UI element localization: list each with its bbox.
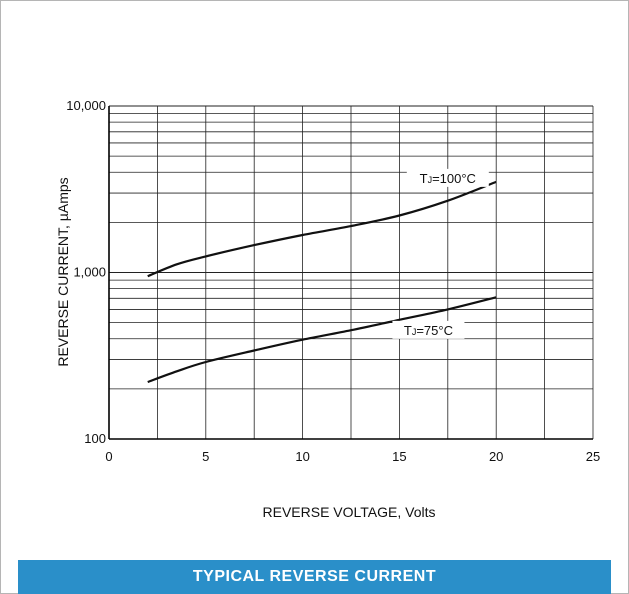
x-axis-label: REVERSE VOLTAGE, Volts (263, 504, 436, 520)
chart-title: TYPICAL REVERSE CURRENT (192, 568, 437, 585)
x-tick-label: 0 (105, 449, 112, 464)
label-layer: 0 5 10 15 20 25 100 1,000 10,000 TJ=100°C TJ=75°C (66, 98, 600, 464)
y-axis-label: REVERSE CURRENT, µAmps (55, 177, 71, 366)
series-line-tj-75c (147, 296, 497, 384)
x-tick-label: 20 (489, 449, 503, 464)
y-tick-label: 1,000 (73, 265, 106, 280)
x-tick-label: 10 (295, 449, 309, 464)
series-line-tj-100c (147, 180, 497, 278)
series-label-tj-75c: TJ=75°C (404, 323, 453, 338)
chart-title-banner: TYPICAL REVERSE CURRENT (18, 560, 611, 594)
series-label-background (392, 320, 465, 339)
x-tick-label: 5 (202, 449, 209, 464)
y-tick-label: 100 (84, 431, 106, 446)
x-tick-label: 25 (586, 449, 600, 464)
chart: 0 5 10 15 20 251001,00010,000TJ=100°CTJ=75°C … (55, 98, 600, 520)
series-label-background (406, 168, 489, 187)
series-label-tj-100c: TJ=100°C (420, 171, 476, 186)
x-tick-label: 15 (392, 449, 406, 464)
grid (108, 105, 594, 440)
y-tick-label: 10,000 (66, 98, 106, 113)
series-layer (147, 180, 497, 384)
